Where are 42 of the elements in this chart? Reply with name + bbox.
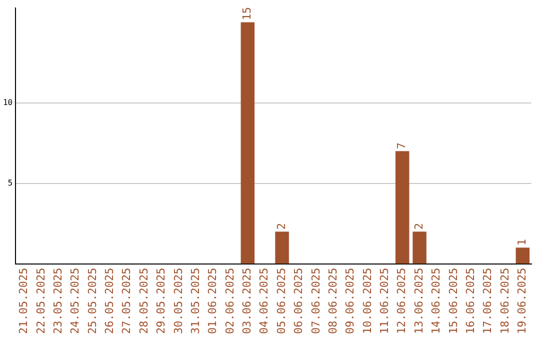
x-tick-label: 23.05.2025 <box>51 268 64 334</box>
x-tick-label: 25.05.2025 <box>86 268 99 334</box>
data-label: 15 <box>240 7 254 20</box>
x-tick-label: 30.05.2025 <box>172 268 185 334</box>
x-tick-label: 21.05.2025 <box>17 268 30 334</box>
x-tick-label: 22.05.2025 <box>34 268 48 334</box>
x-tick-label: 24.05.2025 <box>68 268 82 334</box>
x-tick-label: 29.05.2025 <box>154 268 168 334</box>
data-label: 2 <box>274 222 288 230</box>
x-tick-label: 01.06.2025 <box>206 268 220 334</box>
x-tick-label: 07.06.2025 <box>309 268 322 334</box>
bar <box>412 232 426 264</box>
x-tick-label: 18.06.2025 <box>498 268 512 334</box>
x-tick-label: 19.06.2025 <box>516 268 529 334</box>
x-tick-label: 31.05.2025 <box>188 268 202 334</box>
x-tick-label: 26.05.2025 <box>103 268 116 334</box>
data-label: 2 <box>412 222 426 230</box>
x-tick-label: 06.06.2025 <box>292 268 306 334</box>
x-tick-label: 05.06.2025 <box>274 268 288 334</box>
x-tick-label: 16.06.2025 <box>464 268 477 334</box>
x-tick-label: 28.05.2025 <box>137 268 150 334</box>
data-label: 1 <box>516 239 529 246</box>
bar <box>275 232 289 264</box>
x-tick-label: 13.06.2025 <box>412 268 426 334</box>
bar <box>240 22 255 264</box>
x-tick-label: 04.06.2025 <box>258 268 271 334</box>
y-tick-label: 10 <box>2 98 13 107</box>
bar <box>395 151 410 264</box>
x-tick-label: 15.06.2025 <box>446 268 460 334</box>
y-tick-label: 5 <box>8 178 13 188</box>
x-tick-label: 03.06.2025 <box>240 268 254 334</box>
x-tick-label: 11.06.2025 <box>378 268 392 334</box>
x-tick-label: 12.06.2025 <box>395 268 408 334</box>
x-tick-label: 10.06.2025 <box>360 268 374 334</box>
data-label: 7 <box>395 142 408 150</box>
bar <box>516 248 530 264</box>
x-tick-label: 27.05.2025 <box>120 268 134 334</box>
x-tick-label: 08.06.2025 <box>326 268 340 334</box>
x-tick-label: 17.06.2025 <box>481 268 494 334</box>
x-tick-label: 02.06.2025 <box>223 268 236 334</box>
x-tick-label: 14.06.2025 <box>430 268 443 334</box>
x-tick-label: 09.06.2025 <box>344 268 357 334</box>
